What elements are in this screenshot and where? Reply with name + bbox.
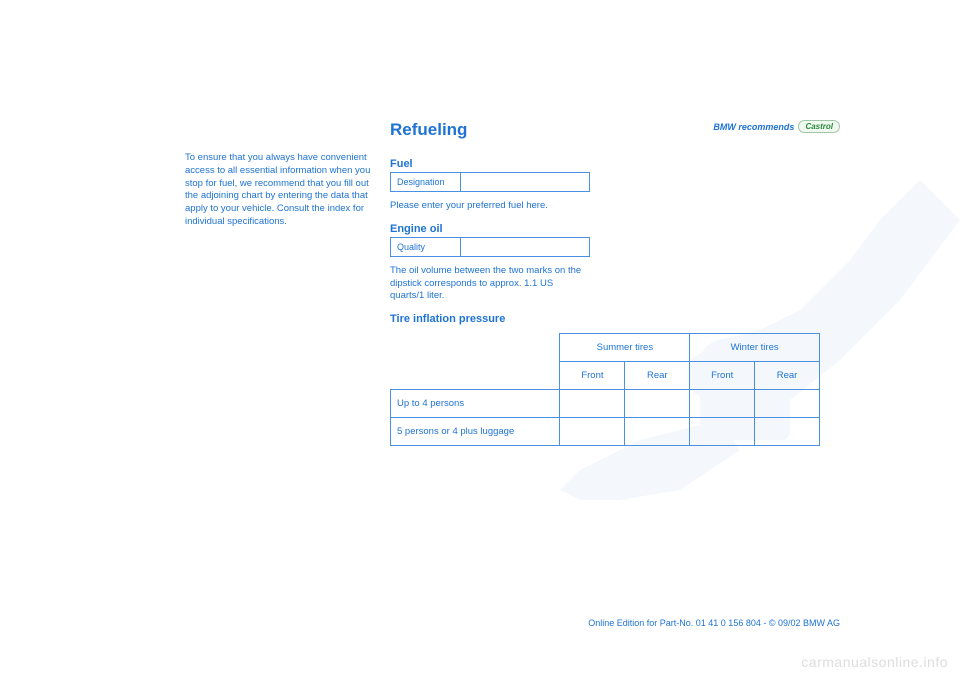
tires-corner bbox=[391, 334, 560, 390]
watermark: carmanualsonline.info bbox=[801, 654, 948, 670]
fuel-label: Designation bbox=[391, 173, 461, 192]
oil-label: Quality bbox=[391, 237, 461, 256]
fuel-heading: Fuel bbox=[390, 158, 840, 170]
row2-winter-rear[interactable] bbox=[755, 418, 820, 446]
winter-rear-header: Rear bbox=[755, 362, 820, 390]
fuel-table: Designation bbox=[390, 172, 590, 192]
oil-value[interactable] bbox=[460, 237, 589, 256]
row-5persons-label: 5 persons or 4 plus luggage bbox=[391, 418, 560, 446]
oil-heading: Engine oil bbox=[390, 223, 840, 235]
summer-front-header: Front bbox=[560, 362, 625, 390]
intro-paragraph: To ensure that you always have convenien… bbox=[185, 152, 375, 229]
row1-summer-front[interactable] bbox=[560, 390, 625, 418]
row1-winter-front[interactable] bbox=[690, 390, 755, 418]
oil-note: The oil volume between the two marks on … bbox=[390, 265, 590, 303]
tires-heading: Tire inflation pressure bbox=[390, 313, 840, 325]
row2-summer-front[interactable] bbox=[560, 418, 625, 446]
row1-winter-rear[interactable] bbox=[755, 390, 820, 418]
fuel-note: Please enter your preferred fuel here. bbox=[390, 200, 590, 213]
fuel-value[interactable] bbox=[460, 173, 589, 192]
summer-rear-header: Rear bbox=[625, 362, 690, 390]
summer-header: Summer tires bbox=[560, 334, 690, 362]
row2-summer-rear[interactable] bbox=[625, 418, 690, 446]
footer-text: Online Edition for Part-No. 01 41 0 156 … bbox=[588, 618, 840, 628]
page: BMW recommends Castrol To ensure that yo… bbox=[0, 0, 960, 678]
main-content: Refueling Fuel Designation Please enter … bbox=[390, 120, 840, 446]
row-4persons-label: Up to 4 persons bbox=[391, 390, 560, 418]
oil-table: Quality bbox=[390, 237, 590, 257]
row1-summer-rear[interactable] bbox=[625, 390, 690, 418]
winter-header: Winter tires bbox=[690, 334, 820, 362]
winter-front-header: Front bbox=[690, 362, 755, 390]
tires-table: Summer tires Winter tires Front Rear Fro… bbox=[390, 333, 820, 446]
row2-winter-front[interactable] bbox=[690, 418, 755, 446]
page-title: Refueling bbox=[390, 120, 840, 140]
